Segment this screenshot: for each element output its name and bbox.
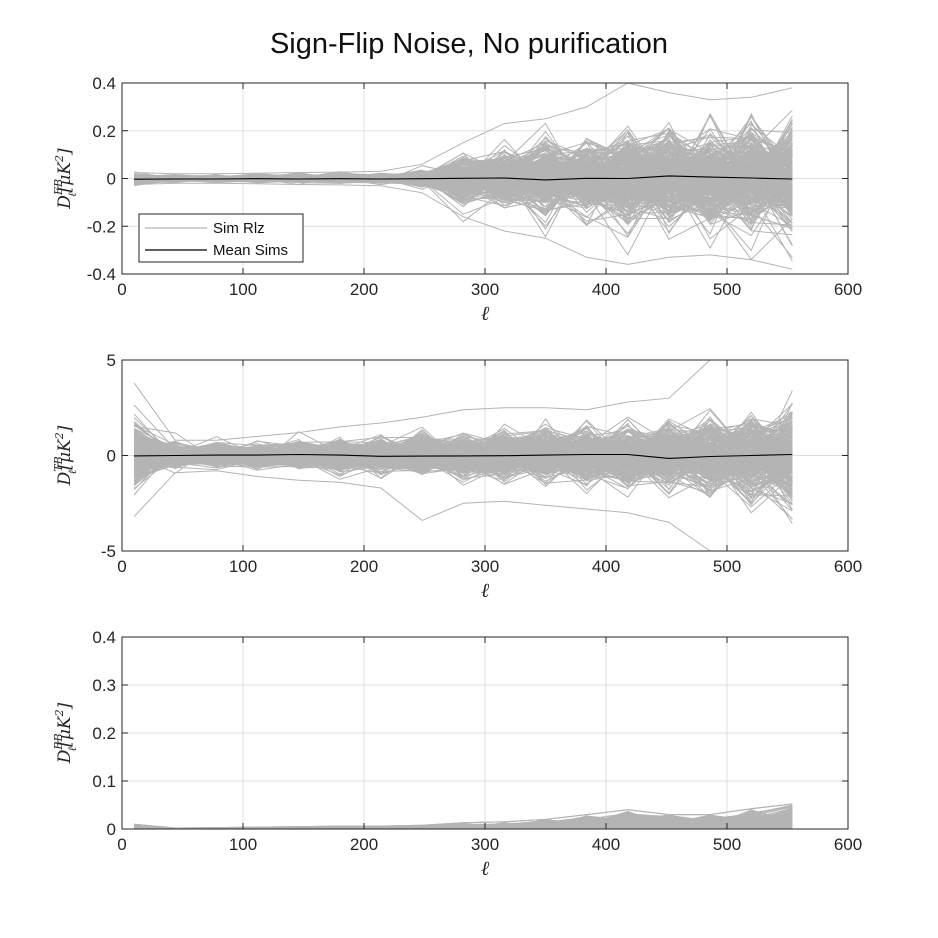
x-tick-label: 300 <box>471 835 499 854</box>
y-label-part: D <box>55 195 75 210</box>
x-tick-label: 100 <box>229 557 257 576</box>
y-tick-label: -0.4 <box>87 265 116 284</box>
y-label-part: 2 <box>53 432 66 440</box>
y-label-part: EB <box>52 179 65 196</box>
sim-line <box>134 129 793 216</box>
y-tick-label: 0.4 <box>92 628 116 647</box>
tick-marks <box>121 82 849 275</box>
x-tick-label: 0 <box>117 280 126 299</box>
tick-marks <box>121 636 849 830</box>
y-label-part: D <box>55 471 75 486</box>
y-axis-label: DBBℓ[μK2] <box>52 702 79 764</box>
sim-realizations <box>133 360 793 551</box>
y-label-part: [μK <box>55 438 75 470</box>
y-tick-label: 0.1 <box>92 772 116 791</box>
legend: Sim Rlz Mean Sims <box>138 213 304 263</box>
y-label-part: ] <box>55 425 75 433</box>
x-tick-label: 400 <box>592 835 620 854</box>
x-tick-label: 300 <box>471 557 499 576</box>
y-label-part: 2 <box>53 155 66 163</box>
sim-line <box>133 412 793 496</box>
y-tick-label: -5 <box>101 542 116 561</box>
panel-eb: 0 100 200 300 400 500 600-0.4-0.200.20.4ℓDEBℓ[… <box>52 74 862 325</box>
y-tick-label: 0.4 <box>92 74 116 93</box>
y-tick-label: 0.3 <box>92 676 116 695</box>
mean-sims-line <box>134 453 793 459</box>
x-axis-label: ℓ <box>481 578 490 602</box>
y-label-part: ℓ <box>66 746 79 751</box>
y-label-part: 2 <box>53 709 66 717</box>
y-label-part: ] <box>55 702 75 710</box>
x-tick-label: 600 <box>834 280 862 299</box>
sim-line <box>134 138 793 198</box>
tick-marks <box>121 359 849 552</box>
y-tick-label: 5 <box>107 351 116 370</box>
sim-line <box>134 811 793 829</box>
sim-line <box>133 470 793 551</box>
y-tick-label: 0.2 <box>92 122 116 141</box>
legend-label: Mean Sims <box>213 242 288 259</box>
x-tick-label: 500 <box>713 835 741 854</box>
x-tick-label: 300 <box>471 280 499 299</box>
y-label-part: TB <box>52 456 65 471</box>
panel-bb: 0 100 200 300 400 500 60000.10.20.30.4ℓDBBℓ[μK… <box>52 628 862 880</box>
x-tick-label: 600 <box>834 835 862 854</box>
x-tick-label: 200 <box>350 835 378 854</box>
sim-line <box>134 182 793 270</box>
sim-line <box>133 427 793 479</box>
sim-realizations <box>133 83 793 270</box>
sim-line <box>133 411 793 486</box>
x-tick-label: 0 <box>117 835 126 854</box>
y-tick-label: 0.2 <box>92 724 116 743</box>
sim-realizations <box>134 803 793 829</box>
y-tick-label: 0 <box>107 820 116 839</box>
x-tick-label: 200 <box>350 557 378 576</box>
mean-sims-line <box>134 175 793 181</box>
figure-title: Sign-Flip Noise, No purification <box>270 28 668 60</box>
sim-line <box>134 139 793 231</box>
x-tick-label: 600 <box>834 557 862 576</box>
y-axis-label: DTBℓ[μK2] <box>52 425 79 486</box>
y-tick-label: -0.2 <box>87 217 116 236</box>
x-axis-label: ℓ <box>481 301 490 325</box>
legend-box <box>138 213 304 263</box>
y-label-part: ℓ <box>66 192 79 197</box>
grid <box>121 636 849 830</box>
x-tick-label: 0 <box>117 557 126 576</box>
x-tick-label: 500 <box>713 280 741 299</box>
y-label-part: [μK <box>55 161 75 193</box>
sim-line <box>133 360 793 441</box>
y-axis-label: DEBℓ[μK2] <box>52 148 79 210</box>
x-tick-label: 500 <box>713 557 741 576</box>
y-tick-label: 0 <box>107 170 116 189</box>
x-tick-label: 400 <box>592 557 620 576</box>
y-label-part: [μK <box>55 715 75 747</box>
x-tick-label: 400 <box>592 280 620 299</box>
y-tick-label: 0 <box>107 447 116 466</box>
x-tick-label: 200 <box>350 280 378 299</box>
y-label-part: ] <box>55 148 75 156</box>
y-label-part: BB <box>52 733 65 750</box>
y-label-part: D <box>55 749 75 764</box>
x-axis-label: ℓ <box>481 856 490 880</box>
y-label-part: ℓ <box>66 469 79 474</box>
x-tick-label: 100 <box>229 835 257 854</box>
sim-line <box>134 403 793 478</box>
legend-label: Sim Rlz <box>213 220 265 237</box>
sim-line <box>134 83 793 175</box>
x-tick-label: 100 <box>229 280 257 299</box>
